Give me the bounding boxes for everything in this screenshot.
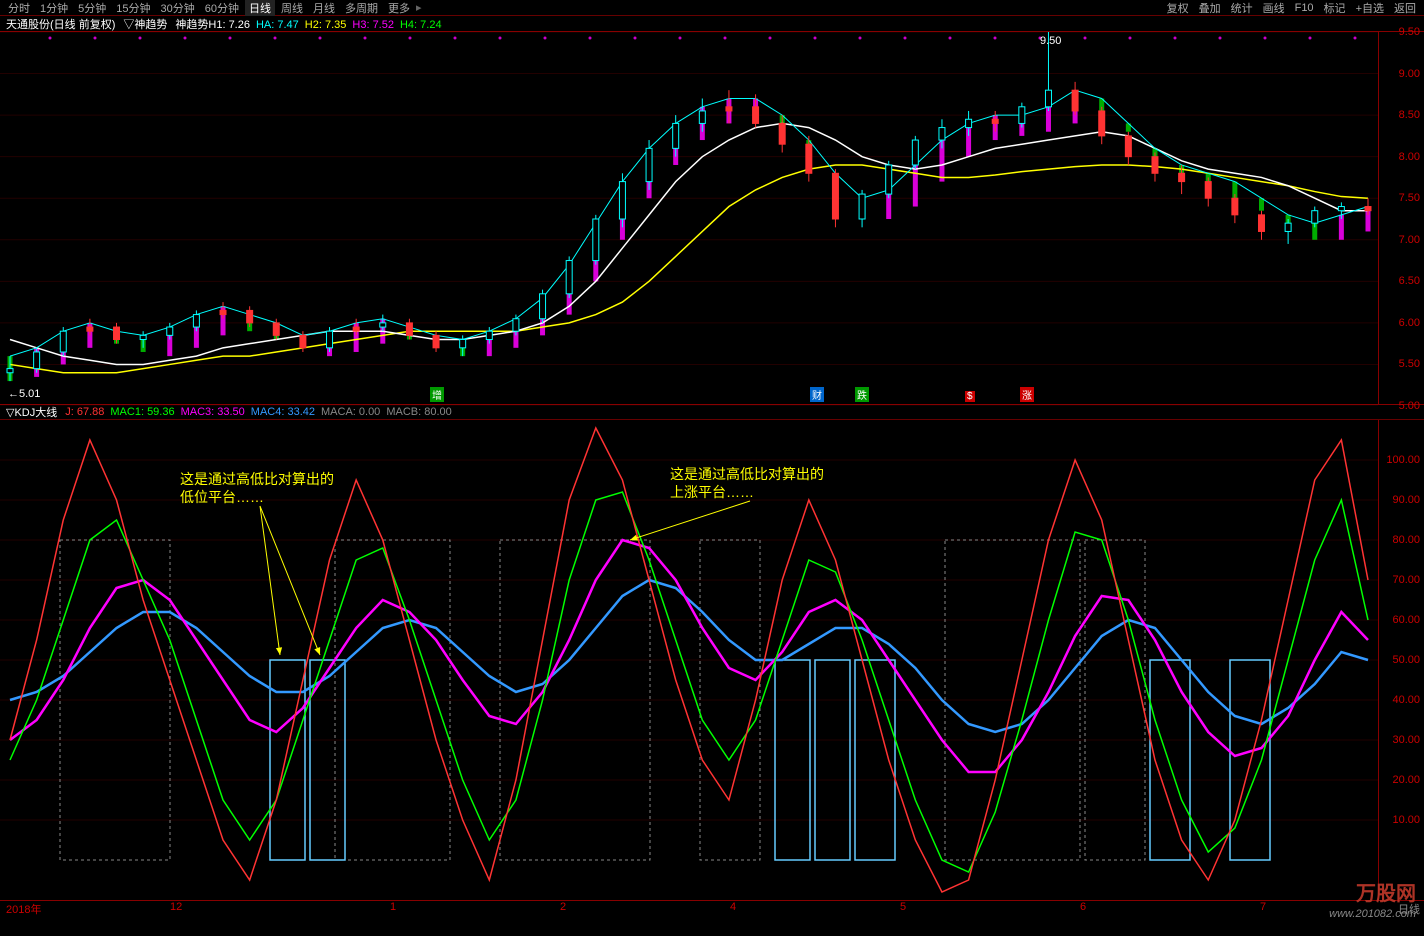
price-ytick: 6.00	[1399, 317, 1420, 329]
timeframe-3[interactable]: 15分钟	[112, 0, 154, 16]
info-field: 神趋势H1: 7.26	[175, 19, 250, 31]
timeframe-6[interactable]: 日线	[245, 0, 275, 16]
time-tick: 1	[390, 901, 396, 913]
kdj-field: MACB: 80.00	[386, 406, 451, 418]
timeframe-4[interactable]: 30分钟	[157, 0, 199, 16]
timeframe-8[interactable]: 月线	[309, 0, 339, 16]
kdj-info-line: ▽KDJ大线 J: 67.88 MAC1: 59.36 MAC3: 33.50 MAC…	[0, 405, 1424, 420]
chart-tag: 涨	[1020, 387, 1034, 402]
toolbar-right: 复权叠加统计画线F10标记+自选返回	[1163, 0, 1420, 15]
tool-4[interactable]: F10	[1291, 2, 1318, 14]
price-svg	[0, 32, 1378, 406]
top-toolbar: 分时1分钟5分钟15分钟30分钟60分钟日线周线月线多周期更多▸ 复权叠加统计画…	[0, 0, 1424, 16]
watermark-text: 万股网	[1356, 877, 1416, 906]
kdj-ytick: 60.00	[1392, 614, 1420, 626]
kdj-field: MACA: 0.00	[321, 406, 380, 418]
price-ytick: 8.00	[1399, 151, 1420, 163]
time-start: 2018年	[6, 901, 41, 916]
info-field: HA: 7.47	[256, 19, 299, 31]
indicator-name: ▽神趋势	[123, 16, 167, 32]
time-tick: 12	[170, 901, 182, 913]
tool-1[interactable]: 叠加	[1195, 0, 1225, 16]
chart-tag: $	[965, 391, 975, 402]
kdj-ytick: 90.00	[1392, 494, 1420, 506]
kdj-ytick: 70.00	[1392, 574, 1420, 586]
kdj-ytick: 30.00	[1392, 734, 1420, 746]
stock-name: 天通股份(日线 前复权)	[6, 16, 115, 32]
kdj-ytick: 50.00	[1392, 654, 1420, 666]
tool-7[interactable]: 返回	[1390, 0, 1420, 16]
timeframe-1[interactable]: 1分钟	[36, 0, 72, 16]
kdj-name: ▽KDJ大线	[6, 404, 57, 420]
kdj-chart-body[interactable]: 这是通过高低比对算出的低位平台……这是通过高低比对算出的上涨平台……	[0, 420, 1378, 900]
info-field: H3: 7.52	[352, 19, 394, 31]
tool-3[interactable]: 画线	[1259, 0, 1289, 16]
kdj-ytick: 100.00	[1386, 454, 1420, 466]
chart-tag: 财	[810, 387, 824, 402]
kdj-field: MAC1: 59.36	[110, 406, 174, 418]
price-ytick: 5.00	[1399, 400, 1420, 412]
timeframe-7[interactable]: 周线	[277, 0, 307, 16]
kdj-svg	[0, 420, 1378, 900]
chart-tag: 跌	[855, 387, 869, 402]
kdj-field: J: 67.88	[65, 406, 104, 418]
kdj-ytick: 10.00	[1392, 814, 1420, 826]
price-ytick: 7.50	[1399, 192, 1420, 204]
price-y-axis: 5.005.506.006.507.007.508.008.509.009.50	[1378, 32, 1424, 404]
price-info-line: 天通股份(日线 前复权) ▽神趋势 神趋势H1: 7.26 HA: 7.47 H2:…	[0, 16, 1424, 31]
price-chart: 9.50 ←5.01 增财跌$涨 5.005.506.006.507.007.5…	[0, 31, 1424, 405]
time-tick: 7	[1260, 901, 1266, 913]
kdj-field: MAC4: 33.42	[251, 406, 315, 418]
tool-2[interactable]: 统计	[1227, 0, 1257, 16]
price-chart-body[interactable]: 9.50 ←5.01 增财跌$涨	[0, 32, 1378, 404]
timeframe-5[interactable]: 60分钟	[201, 0, 243, 16]
price-ytick: 9.50	[1399, 26, 1420, 38]
time-tick: 6	[1080, 901, 1086, 913]
price-ytick: 9.00	[1399, 68, 1420, 80]
tool-0[interactable]: 复权	[1163, 0, 1193, 16]
time-axis: 2018年 12124567 日线	[0, 900, 1424, 916]
price-ytick: 6.50	[1399, 275, 1420, 287]
timeframe-10[interactable]: 更多	[384, 0, 414, 16]
price-ytick: 5.50	[1399, 358, 1420, 370]
time-tick: 4	[730, 901, 736, 913]
kdj-ytick: 40.00	[1392, 694, 1420, 706]
tool-5[interactable]: 标记	[1320, 0, 1350, 16]
info-field: H2: 7.35	[305, 19, 347, 31]
timeframe-2[interactable]: 5分钟	[74, 0, 110, 16]
chart-tag: 增	[430, 387, 444, 402]
kdj-chart: 这是通过高低比对算出的低位平台……这是通过高低比对算出的上涨平台…… 10.00…	[0, 420, 1424, 900]
time-tick: 2	[560, 901, 566, 913]
timeframe-0[interactable]: 分时	[4, 0, 34, 16]
toolbar-left: 分时1分钟5分钟15分钟30分钟60分钟日线周线月线多周期更多▸	[4, 0, 422, 15]
info-field: H4: 7.24	[400, 19, 442, 31]
watermark-url: www.201082.com	[1329, 908, 1416, 920]
timeframe-9[interactable]: 多周期	[341, 0, 382, 16]
tool-6[interactable]: +自选	[1352, 0, 1388, 16]
kdj-ytick: 80.00	[1392, 534, 1420, 546]
kdj-field: MAC3: 33.50	[181, 406, 245, 418]
price-ytick: 8.50	[1399, 109, 1420, 121]
kdj-y-axis: 10.00 20.00 30.00 40.00 50.00 60.00 70.00 80.00…	[1378, 420, 1424, 900]
time-tick: 5	[900, 901, 906, 913]
kdj-ytick: 20.00	[1392, 774, 1420, 786]
price-ytick: 7.00	[1399, 234, 1420, 246]
